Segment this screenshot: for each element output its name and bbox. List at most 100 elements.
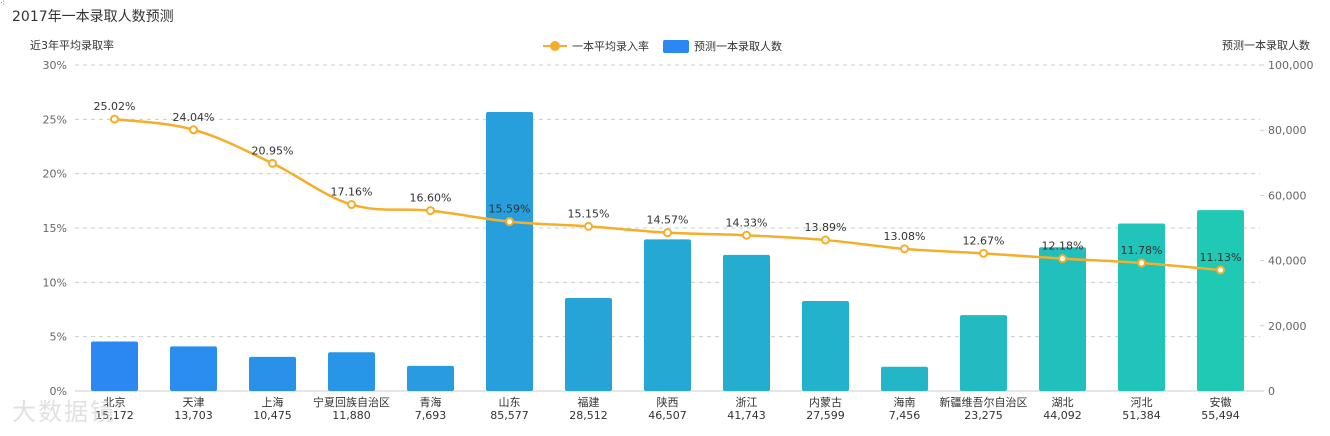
rate-point: [900, 244, 909, 254]
rate-label: 15.15%: [568, 207, 610, 220]
watermark: 大数据镜: [12, 398, 116, 426]
category-label: 天津: [183, 396, 205, 409]
right-tick-label: 60,000: [1268, 189, 1307, 202]
rate-label: 11.13%: [1200, 251, 1242, 264]
corner-mark: ⁖: [0, 0, 6, 9]
rate-point: [505, 217, 514, 227]
rate-point: [979, 248, 988, 258]
category-label: 福建: [578, 395, 600, 409]
bar: [1039, 247, 1086, 391]
category-label: 湖北: [1052, 396, 1074, 409]
line-swatch-icon: [543, 40, 567, 52]
category-label: 山东: [499, 396, 521, 409]
bar: [723, 254, 770, 391]
rate-point: [426, 206, 435, 216]
bar-swatch-icon: [663, 39, 689, 53]
rate-point: [1137, 258, 1146, 268]
bar: [960, 315, 1007, 391]
bar: [170, 346, 217, 391]
rate-point: [742, 230, 751, 240]
rate-line: [114, 117, 1221, 272]
chart-title: 2017年一本录取人数预测: [12, 9, 174, 25]
rate-point: [663, 228, 672, 238]
bar: [407, 365, 454, 391]
rate-label: 15.59%: [489, 203, 531, 216]
bar-value-label: 55,494: [1201, 409, 1240, 422]
category-label: 浙江: [736, 396, 758, 409]
category-label: 青海: [420, 395, 442, 409]
right-tick-label: 0: [1268, 385, 1275, 398]
bar-value-label: 7,456: [889, 409, 921, 422]
legend-bar-label: 预测一本录取人数: [694, 40, 782, 53]
rate-label: 17.16%: [331, 186, 373, 199]
left-tick-label: 30%: [43, 59, 67, 72]
left-tick-label: 20%: [43, 168, 67, 181]
category-label: 陕西: [657, 395, 679, 409]
rate-label: 13.89%: [805, 221, 847, 234]
rate-label: 12.67%: [963, 234, 1005, 247]
rate-point: [584, 221, 593, 231]
bar-value-label: 28,512: [569, 409, 608, 422]
right-axis-title: 预测一本录取人数: [1222, 39, 1310, 52]
category-label: 新疆维吾尔自治区: [940, 395, 1028, 409]
rate-label: 13.08%: [884, 230, 926, 243]
bar: [1118, 223, 1165, 391]
category-label: 北京: [104, 395, 126, 409]
left-tick-label: 25%: [43, 113, 67, 126]
rate-point: [1216, 265, 1225, 275]
bar-value-label: 27,599: [806, 409, 845, 422]
legend-item-line[interactable]: 一本平均录入率: [543, 38, 649, 54]
legend: 一本平均录入率 预测一本录取人数: [543, 38, 796, 54]
rate-label: 20.95%: [252, 144, 294, 157]
bar-value-label: 11,880: [332, 409, 371, 422]
category-label: 海南: [894, 395, 916, 409]
category-label: 宁夏回族自治区: [313, 395, 390, 409]
right-tick-label: 20,000: [1268, 320, 1307, 333]
category-label: 河北: [1131, 396, 1153, 409]
rate-point: [347, 200, 356, 210]
rate-label: 16.60%: [410, 192, 452, 205]
legend-line-label: 一本平均录入率: [572, 40, 649, 53]
left-axis-title: 近3年平均录取率: [30, 39, 114, 52]
rate-point: [821, 235, 830, 245]
rate-label: 14.33%: [726, 216, 768, 229]
bar: [802, 301, 849, 391]
rate-label: 14.57%: [647, 214, 689, 227]
bar: [328, 352, 375, 391]
rate-point: [1058, 254, 1067, 264]
bar: [565, 298, 612, 391]
right-tick-label: 80,000: [1268, 124, 1307, 137]
rate-label: 11.78%: [1121, 244, 1163, 257]
bar-value-label: 7,693: [415, 409, 447, 422]
left-tick-label: 0%: [50, 385, 67, 398]
rate-point: [110, 114, 119, 124]
left-tick-label: 10%: [43, 276, 67, 289]
bar-value-label: 10,475: [253, 409, 292, 422]
bar-value-label: 15,172: [95, 409, 134, 422]
bar: [249, 356, 296, 391]
category-label: 上海: [262, 395, 284, 409]
bar-value-label: 13,703: [174, 409, 213, 422]
right-tick-label: 40,000: [1268, 255, 1307, 268]
bar: [1197, 210, 1244, 391]
rate-label: 24.04%: [173, 111, 215, 124]
bar: [486, 112, 533, 391]
category-label: 内蒙古: [809, 395, 842, 409]
bar: [91, 341, 138, 391]
legend-item-bar[interactable]: 预测一本录取人数: [663, 38, 782, 54]
bar-value-label: 44,092: [1043, 409, 1082, 422]
rate-point: [189, 125, 198, 135]
bar-value-label: 23,275: [964, 409, 1003, 422]
rate-label: 12.18%: [1042, 240, 1084, 253]
bar-value-label: 85,577: [490, 409, 529, 422]
category-label: 安徽: [1210, 395, 1232, 409]
bar: [881, 366, 928, 391]
right-tick-label: 100,000: [1268, 59, 1314, 72]
bar: [644, 239, 691, 391]
bar-value-label: 51,384: [1122, 409, 1161, 422]
bar-value-label: 41,743: [727, 409, 766, 422]
bar-value-label: 46,507: [648, 409, 687, 422]
rate-point: [268, 158, 277, 168]
rate-label: 25.02%: [94, 100, 136, 113]
